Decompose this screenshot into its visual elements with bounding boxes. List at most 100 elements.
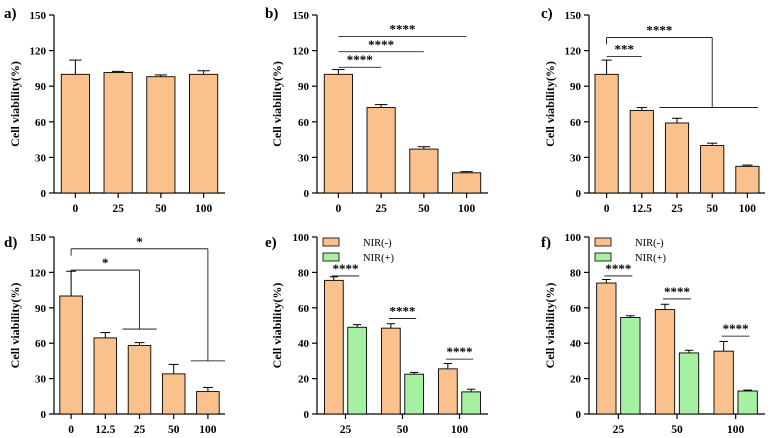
bar: [713, 350, 734, 415]
bar: [629, 110, 654, 194]
x-tick-label: 50: [418, 203, 430, 215]
y-tick-label: 20: [298, 374, 310, 386]
x-tick-label: 0: [336, 203, 342, 215]
x-tick-label: 50: [671, 424, 683, 436]
significance-label: ****: [333, 261, 359, 276]
legend-swatch: [322, 237, 340, 247]
panel-label: d): [4, 235, 17, 251]
y-tick-label: 150: [30, 10, 47, 22]
x-tick-label: 100: [195, 203, 213, 215]
bar: [735, 165, 760, 194]
y-tick-label: 0: [304, 409, 310, 421]
bar: [437, 368, 458, 415]
y-tick-label: 40: [570, 338, 582, 350]
legend-swatch: [594, 237, 612, 247]
legend-label: NIR(-): [635, 238, 664, 249]
x-tick-label: 25: [613, 424, 625, 436]
y-tick-label: 60: [35, 117, 47, 129]
significance-label: ****: [664, 284, 690, 299]
x-tick-label: 12.5: [632, 203, 652, 215]
bar: [60, 73, 90, 194]
chart-panel-b: b) Cell viability(%) 0 30 60 90 120 150 0 25 50 100…: [265, 6, 488, 215]
significance-label: ****: [646, 23, 672, 38]
y-tick-label: 120: [30, 267, 47, 279]
panel-label: c): [541, 6, 553, 22]
bar: [404, 373, 425, 415]
bar: [596, 282, 617, 415]
x-tick-label: 12.5: [95, 424, 115, 436]
bar: [366, 107, 396, 194]
x-tick-label: 100: [739, 203, 757, 215]
legend-label: NIR(+): [635, 253, 667, 264]
legend-label: NIR(+): [363, 253, 395, 264]
y-tick-label: 30: [35, 374, 47, 386]
chart-panel-c: c) Cell viability(%) 0 30 60 90 120 150 0 12.5 25 5…: [541, 6, 765, 215]
panel-label: a): [4, 6, 17, 22]
significance-label: ****: [447, 344, 473, 359]
y-tick-label: 60: [35, 338, 47, 350]
x-tick-label: 50: [168, 424, 180, 436]
y-axis-label: Cell viability(%): [270, 283, 284, 369]
bar: [323, 73, 353, 194]
bar: [146, 76, 176, 194]
x-tick-label: 25: [340, 424, 352, 436]
y-tick-label: 90: [35, 303, 47, 315]
y-tick-label: 60: [570, 303, 582, 315]
bar: [380, 327, 401, 415]
significance-label: ***: [614, 42, 634, 57]
x-tick-label: 50: [397, 424, 409, 436]
significance-label: ****: [347, 52, 373, 67]
significance-label: *: [102, 255, 109, 270]
y-tick-label: 0: [304, 188, 310, 200]
x-tick-label: 100: [451, 424, 469, 436]
y-tick-label: 40: [298, 338, 310, 350]
y-tick-label: 100: [293, 232, 310, 244]
bar: [654, 309, 676, 415]
chart-panel-e: e) Cell viability(%) 0 20 40 60 80 100 25 50 100 **…: [265, 232, 488, 436]
bar: [103, 72, 133, 194]
bar: [189, 73, 219, 194]
y-tick-label: 0: [576, 409, 582, 421]
significance-label: ****: [390, 21, 416, 36]
y-tick-label: 60: [298, 303, 310, 315]
x-tick-label: 100: [458, 203, 476, 215]
y-tick-label: 80: [570, 267, 582, 279]
x-tick-label: 0: [73, 203, 79, 215]
panel-label: b): [265, 6, 278, 22]
bar: [347, 326, 368, 415]
significance-label: *: [136, 234, 143, 249]
bar: [620, 317, 641, 415]
y-tick-label: 0: [576, 188, 582, 200]
y-tick-label: 30: [35, 152, 47, 164]
bar: [594, 73, 619, 194]
y-tick-label: 150: [565, 10, 582, 22]
y-axis-label: Cell viability(%): [543, 283, 557, 369]
panel-label: e): [265, 235, 277, 251]
y-tick-label: 150: [293, 10, 310, 22]
y-axis-label: Cell viability(%): [543, 61, 557, 147]
x-tick-label: 100: [199, 424, 217, 436]
bar: [737, 390, 758, 415]
x-tick-label: 25: [134, 424, 146, 436]
x-tick-label: 50: [706, 203, 718, 215]
bar: [93, 337, 118, 415]
y-axis-label: Cell viability(%): [8, 61, 22, 147]
bar: [664, 122, 690, 194]
bar: [461, 391, 482, 415]
y-tick-label: 20: [570, 374, 582, 386]
significance-label: ****: [368, 37, 394, 52]
y-axis-label: Cell viability(%): [8, 283, 22, 369]
legend-label: NIR(-): [363, 238, 392, 249]
bar: [678, 352, 700, 415]
y-tick-label: 90: [298, 81, 310, 93]
bar: [700, 145, 725, 194]
x-tick-label: 0: [604, 203, 610, 215]
bar: [196, 391, 220, 415]
x-tick-label: 25: [671, 203, 683, 215]
y-tick-label: 150: [30, 232, 47, 244]
x-tick-label: 25: [112, 203, 124, 215]
y-tick-label: 100: [565, 232, 582, 244]
chart-panel-d: d) Cell viability(%) 0 30 60 90 120 150 0 12.5 25 5…: [4, 232, 225, 436]
y-tick-label: 0: [41, 188, 47, 200]
